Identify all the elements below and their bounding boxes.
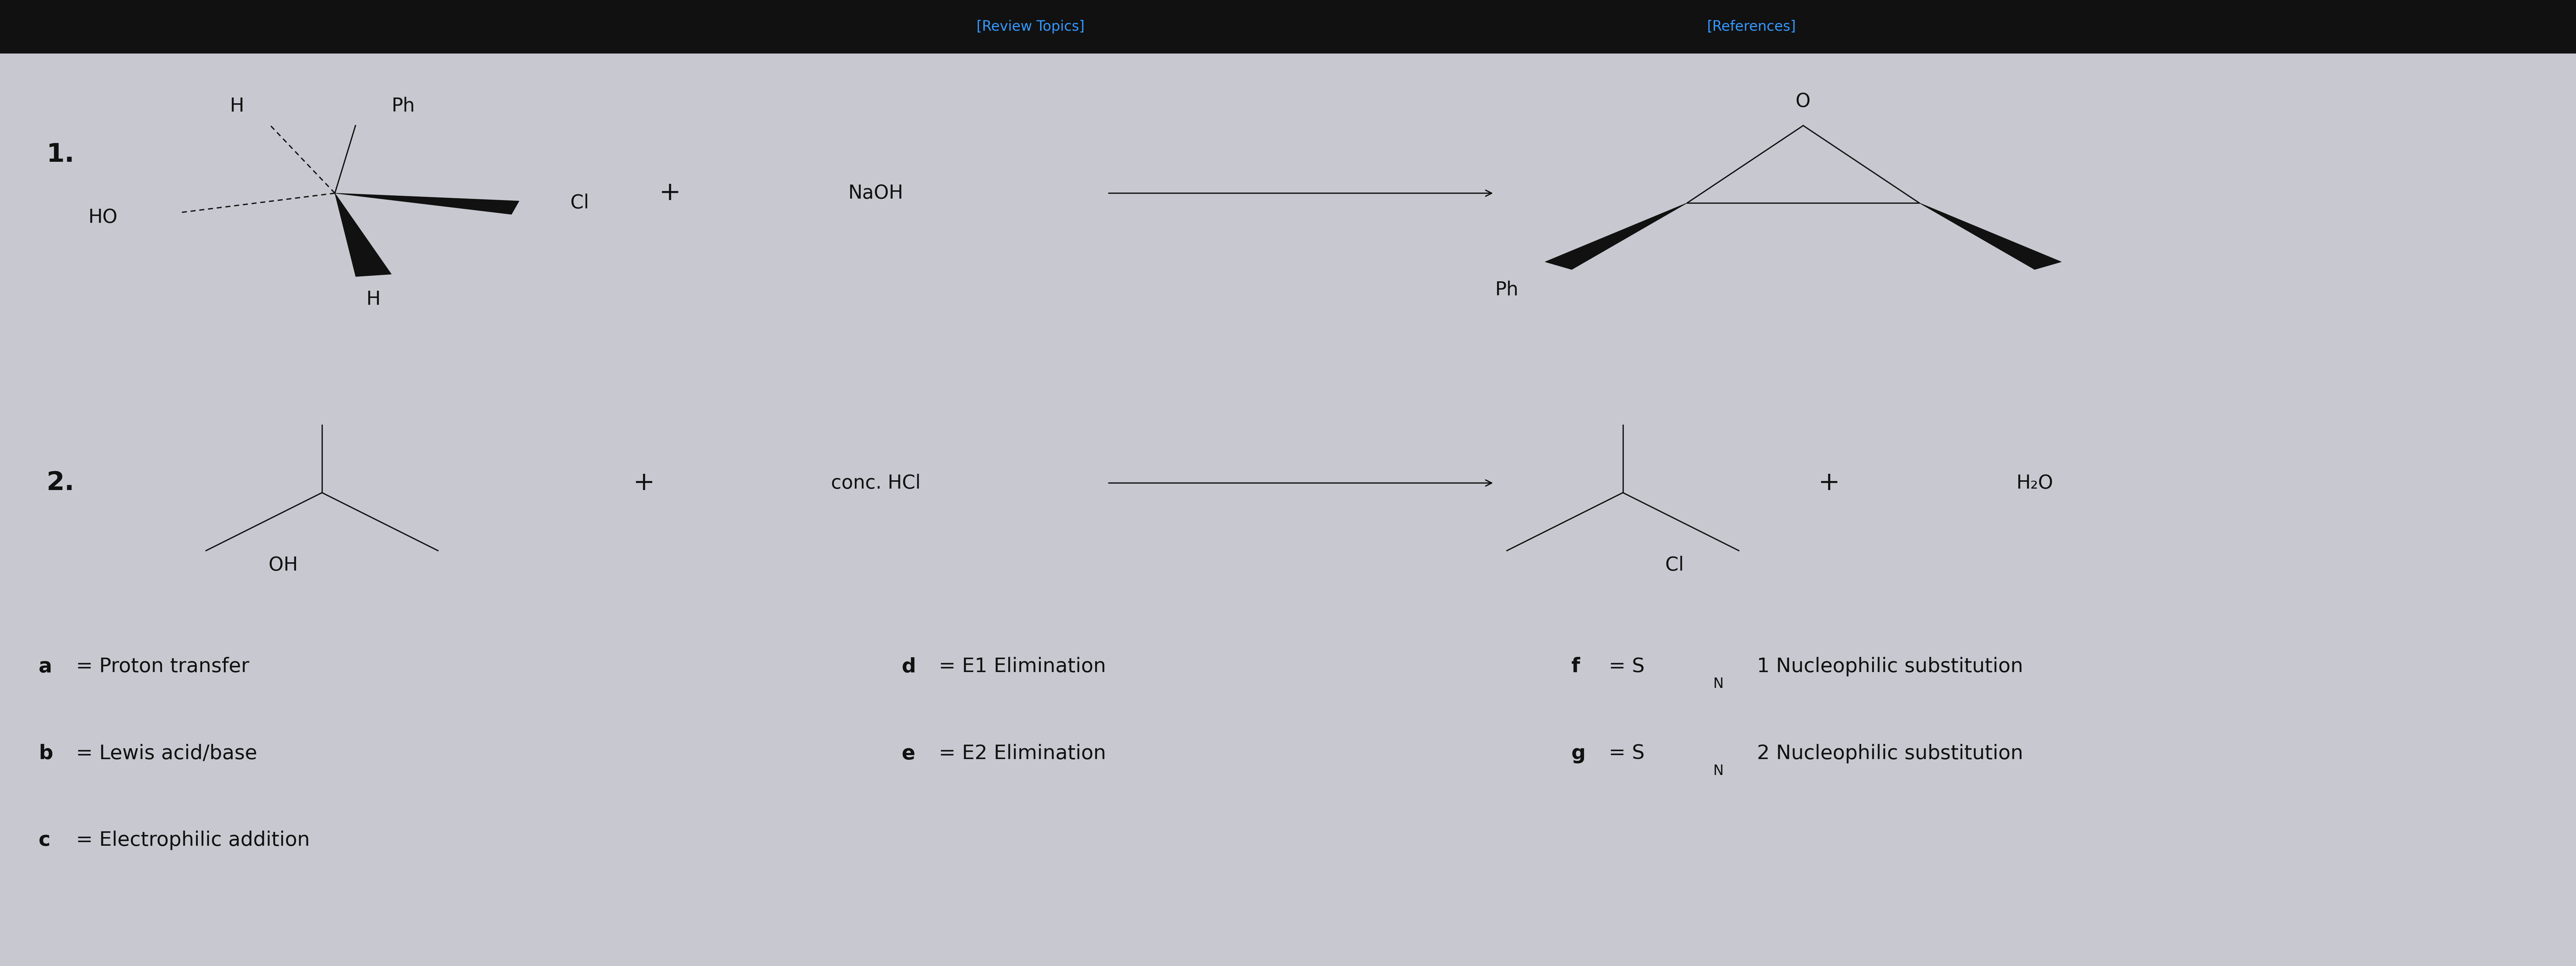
- Text: Cl: Cl: [569, 193, 590, 213]
- Text: +: +: [1819, 470, 1839, 496]
- Text: c: c: [39, 831, 52, 850]
- Polygon shape: [1546, 203, 1687, 270]
- Text: Ph: Ph: [392, 97, 415, 116]
- Text: b: b: [39, 744, 54, 763]
- Text: f: f: [1571, 657, 1579, 676]
- Text: NaOH: NaOH: [848, 184, 904, 203]
- Text: HO: HO: [88, 208, 118, 227]
- Text: d: d: [902, 657, 917, 676]
- Polygon shape: [335, 193, 518, 214]
- Text: 1 Nucleophilic substitution: 1 Nucleophilic substitution: [1757, 657, 2022, 676]
- Text: [Review Topics]: [Review Topics]: [976, 19, 1084, 34]
- Text: +: +: [634, 470, 654, 496]
- Text: H: H: [229, 97, 245, 116]
- Text: 1.: 1.: [46, 142, 75, 167]
- Text: conc. HCl: conc. HCl: [832, 473, 920, 493]
- Text: e: e: [902, 744, 914, 763]
- Text: H₂O: H₂O: [2017, 473, 2053, 493]
- Text: 2 Nucleophilic substitution: 2 Nucleophilic substitution: [1757, 744, 2022, 763]
- Text: = E2 Elimination: = E2 Elimination: [933, 744, 1105, 763]
- Text: Ph: Ph: [1494, 280, 1520, 299]
- Text: Cl: Cl: [1664, 555, 1685, 575]
- Text: = E1 Elimination: = E1 Elimination: [933, 657, 1105, 676]
- Text: = S: = S: [1602, 744, 1643, 763]
- Bar: [0, 0, 2576, 53]
- Text: H: H: [366, 290, 381, 309]
- Polygon shape: [1919, 203, 2061, 270]
- Text: 2.: 2.: [46, 470, 75, 496]
- Text: a: a: [39, 657, 52, 676]
- Text: N: N: [1713, 677, 1723, 691]
- Text: N: N: [1713, 764, 1723, 778]
- Text: OH: OH: [268, 555, 299, 575]
- Text: +: +: [659, 181, 680, 206]
- Text: = Electrophilic addition: = Electrophilic addition: [70, 831, 309, 850]
- Text: = S: = S: [1602, 657, 1643, 676]
- Text: = Lewis acid/base: = Lewis acid/base: [70, 744, 258, 763]
- Text: O: O: [1795, 92, 1811, 111]
- Polygon shape: [335, 193, 392, 276]
- Text: g: g: [1571, 744, 1587, 763]
- Text: [References]: [References]: [1708, 19, 1795, 34]
- Text: = Proton transfer: = Proton transfer: [70, 657, 250, 676]
